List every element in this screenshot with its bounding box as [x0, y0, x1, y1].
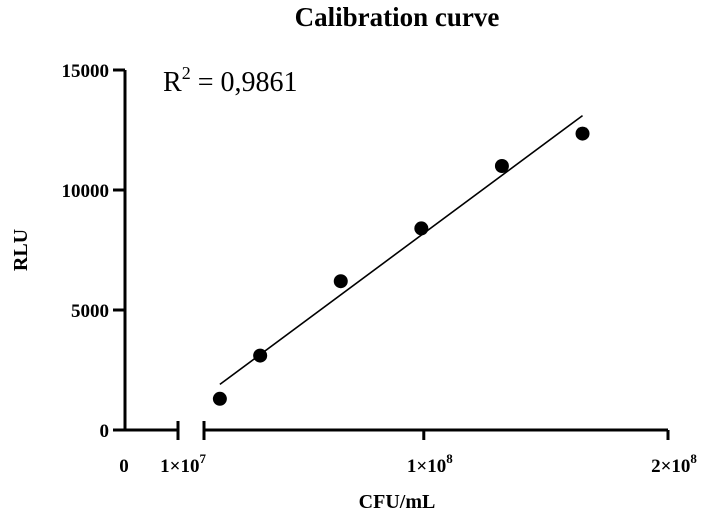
y-ticks: 0 5000 10000 15000 — [62, 61, 125, 442]
fit-line-group — [219, 114, 584, 386]
y-tick-label: 10000 — [62, 181, 110, 202]
y-tick-label: 0 — [100, 421, 110, 442]
x-tick-label: 1×107 — [160, 451, 206, 477]
data-point — [494, 159, 509, 173]
x-ticks: 0 1×107 1×108 2×108 — [119, 430, 697, 477]
chart-title: Calibration curve — [295, 2, 500, 32]
axes — [123, 70, 668, 440]
x-tick-label: 0 — [119, 456, 129, 477]
x-tick-label: 1×108 — [407, 451, 453, 477]
data-point — [414, 221, 429, 236]
x-axis-label: CFU/mL — [359, 491, 436, 513]
y-tick-label: 15000 — [62, 61, 110, 82]
y-tick-label: 5000 — [71, 301, 109, 322]
r-squared-base: R — [163, 67, 182, 98]
data-point — [575, 126, 590, 141]
r-squared-superscript: 2 — [182, 63, 191, 83]
r-squared-value: = 0,9861 — [191, 67, 298, 98]
data-point — [333, 274, 348, 289]
data-point — [253, 348, 268, 363]
data-points — [212, 126, 590, 406]
r-squared-annotation: R2 = 0,9861 — [163, 63, 297, 98]
data-point — [212, 391, 227, 406]
regression-line — [219, 114, 584, 386]
x-tick-label: 2×108 — [651, 451, 697, 477]
y-axis-label: RLU — [10, 229, 32, 271]
